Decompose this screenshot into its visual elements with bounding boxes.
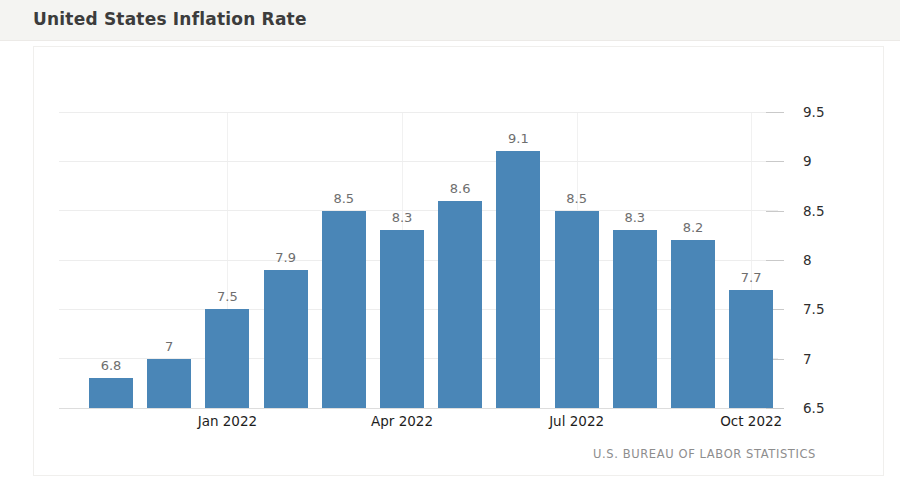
y-axis-tick [766, 211, 784, 212]
page-title: United States Inflation Rate [33, 9, 307, 29]
chart-panel: 6.8 7 7.5 7.9 8.5 8.3 8.6 9.1 8.5 8.3 8.2 7.7 U.S. … [33, 46, 884, 476]
bar[interactable] [555, 211, 599, 408]
bar-value-label: 7 [144, 339, 194, 354]
y-axis-label: 9.5 [803, 103, 845, 121]
source-attribution: U.S. BUREAU OF LABOR STATISTICS [593, 447, 816, 461]
header-bar: United States Inflation Rate [0, 0, 900, 41]
x-axis-label: Jul 2022 [532, 413, 622, 430]
y-axis-label: 7 [803, 350, 845, 368]
y-axis-label: 8.5 [803, 202, 845, 220]
plot-area: 6.8 7 7.5 7.9 8.5 8.3 8.6 9.1 8.5 8.3 8.2 7.7 [59, 112, 778, 408]
x-axis-label: Jan 2022 [182, 413, 272, 430]
bar-value-label: 8.5 [319, 191, 369, 206]
bar-value-label: 8.3 [610, 210, 660, 225]
y-axis-tick [766, 260, 784, 261]
bar-value-label: 8.3 [377, 210, 427, 225]
x-axis-label: Oct 2022 [706, 413, 796, 430]
bar[interactable] [496, 151, 540, 408]
bar[interactable] [322, 211, 366, 408]
gridline [59, 112, 778, 113]
y-axis-tick [766, 408, 784, 409]
bar-value-label: 7.9 [261, 250, 311, 265]
y-axis-label: 9 [803, 152, 845, 170]
bar-value-label: 9.1 [493, 131, 543, 146]
bar-value-label: 8.5 [552, 191, 602, 206]
x-axis-label: Apr 2022 [357, 413, 447, 430]
bar[interactable] [613, 230, 657, 408]
bar[interactable] [205, 309, 249, 408]
bar[interactable] [147, 359, 191, 408]
y-axis-label: 8 [803, 251, 845, 269]
bar[interactable] [671, 240, 715, 408]
bar-value-label: 6.8 [86, 358, 136, 373]
y-axis-tick [766, 112, 784, 113]
bar-value-label: 7.5 [202, 289, 252, 304]
bar[interactable] [729, 290, 773, 408]
y-axis-label: 6.5 [803, 399, 845, 417]
bar[interactable] [89, 378, 133, 408]
bar-value-label: 7.7 [726, 270, 776, 285]
bar-value-label: 8.6 [435, 181, 485, 196]
bar[interactable] [438, 201, 482, 408]
bar[interactable] [380, 230, 424, 408]
bar-value-label: 8.2 [668, 220, 718, 235]
bar[interactable] [264, 270, 308, 408]
y-axis-label: 7.5 [803, 300, 845, 318]
y-axis-tick [766, 161, 784, 162]
gridline [59, 161, 778, 162]
